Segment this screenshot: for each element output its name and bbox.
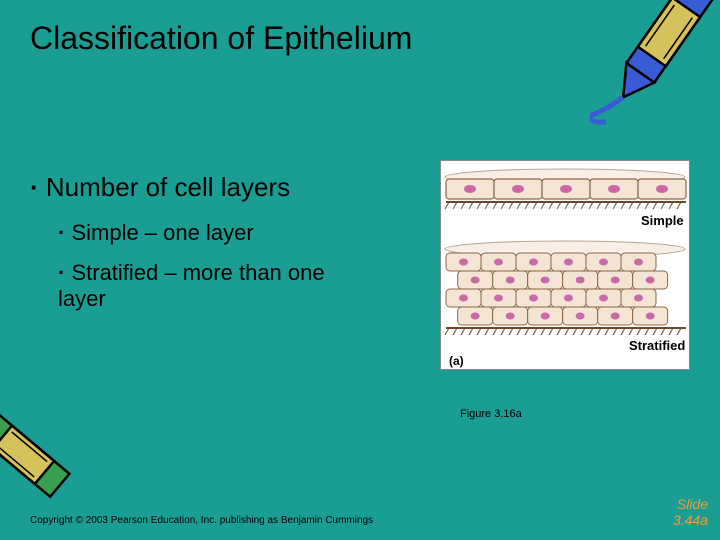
slide-title: Classification of Epithelium bbox=[30, 20, 412, 57]
epithelium-diagram: Simple Stratified (a) bbox=[440, 160, 690, 370]
figure-label: Figure 3.16a bbox=[460, 408, 522, 420]
sub-bullet-simple: · Simple – one layer bbox=[58, 220, 254, 246]
copyright-text: Copyright © 2003 Pearson Education, Inc.… bbox=[30, 515, 373, 526]
crayon-green-icon bbox=[0, 390, 140, 530]
svg-text:Stratified: Stratified bbox=[629, 338, 685, 353]
slide-num-word: Slide bbox=[677, 496, 708, 512]
svg-text:Simple: Simple bbox=[641, 213, 684, 228]
svg-text:(a): (a) bbox=[449, 354, 464, 368]
slide-num-value: 3.44a bbox=[673, 512, 708, 528]
sub-bullet-stratified: · Stratified – more than one layer bbox=[58, 260, 358, 313]
main-bullet-text: Number of cell layers bbox=[46, 172, 290, 202]
sub2-text: Stratified – more than one layer bbox=[58, 260, 325, 311]
slide-number: Slide 3.44a bbox=[673, 497, 708, 528]
main-bullet: · Number of cell layers bbox=[30, 172, 290, 203]
crayon-blue-icon bbox=[590, 0, 720, 160]
sub1-text: Simple – one layer bbox=[71, 220, 253, 245]
